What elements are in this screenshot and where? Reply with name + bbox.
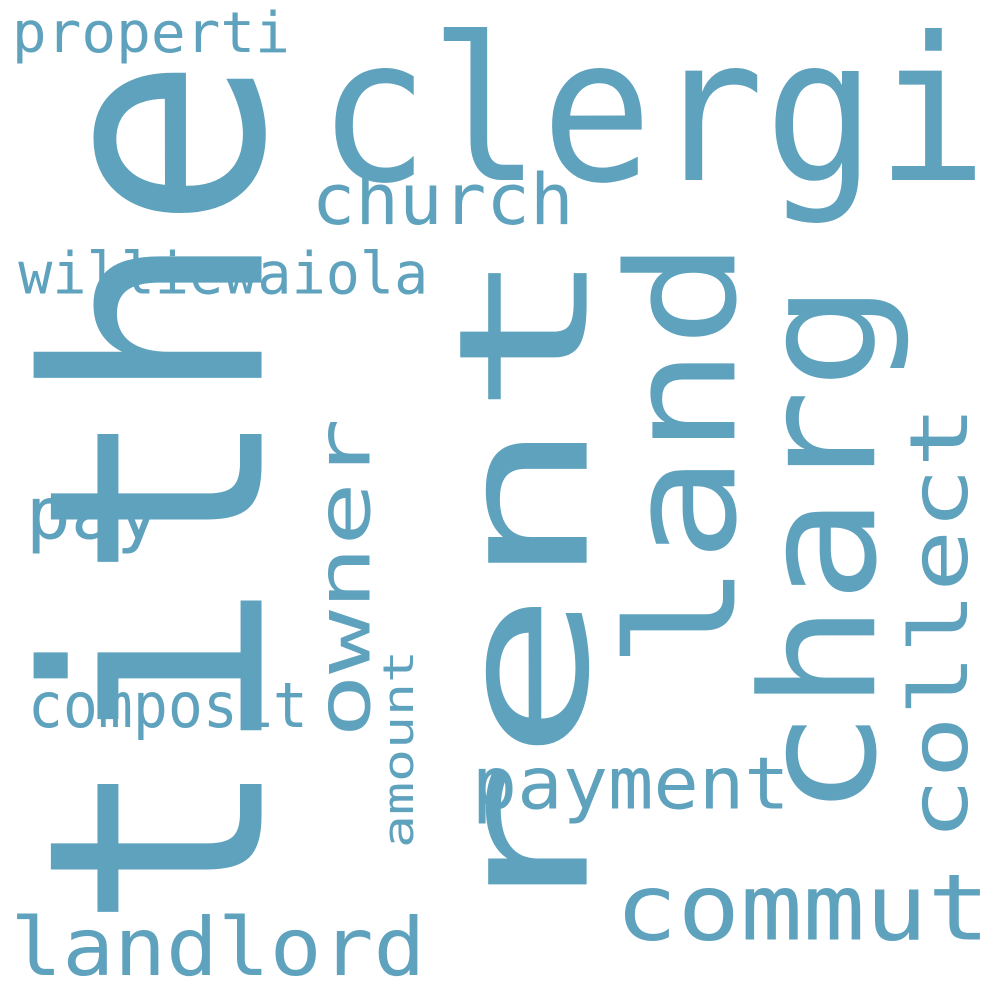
word-clergi: clergi <box>317 0 988 228</box>
word-church: church <box>311 158 574 241</box>
word-pay: pay <box>26 471 161 556</box>
word-landlord: landlord <box>10 900 426 995</box>
word-payment: payment <box>472 741 790 826</box>
word-properti: properti <box>12 0 291 66</box>
word-rent: rent <box>418 244 630 935</box>
word-commut: commut <box>614 853 990 962</box>
word-charg: charg <box>727 282 913 817</box>
word-composit: composit <box>28 669 309 742</box>
word-collect: collect <box>892 405 987 840</box>
word-owner: owner <box>301 418 388 738</box>
word-amount: amount <box>374 650 424 848</box>
word-williewaiola: williewaiola <box>18 239 429 308</box>
